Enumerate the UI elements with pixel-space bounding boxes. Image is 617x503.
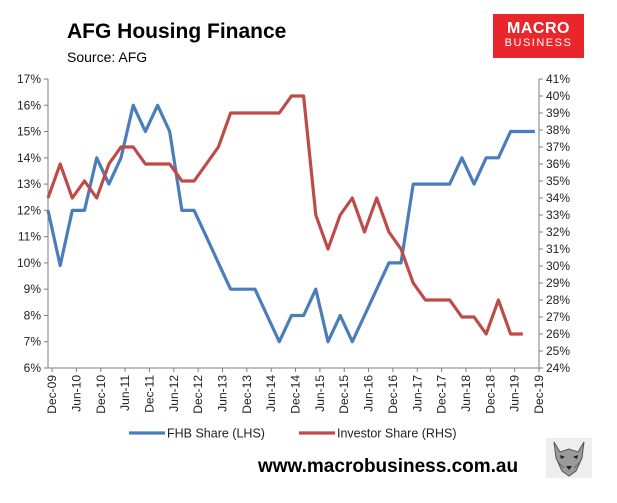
x-tick-label: Dec-18 [483,375,497,414]
left-tick-label: 9% [24,282,42,296]
fhb-share-line [46,103,535,344]
left-tick-label: 10% [17,256,41,270]
left-tick-label: 6% [24,361,42,375]
x-tick-label: Dec-12 [191,375,205,414]
x-tick-label: Jun-17 [410,375,424,412]
right-tick-label: 30% [546,259,570,273]
right-tick-label: 24% [546,361,570,375]
x-tick-label: Dec-13 [240,375,254,414]
legend-label: Investor Share (RHS) [337,427,456,441]
right-tick-label: 33% [546,208,570,222]
x-tick-label: Dec-17 [435,375,449,414]
investor-share-line [46,94,523,336]
line-chart: 6% 7% 8% 9% 10% 11% 12% 13% 14% 15% 16% 17% 24% 25% 26… [17,72,570,441]
right-tick-label: 35% [546,174,570,188]
right-tick-label: 32% [546,225,570,239]
right-tick-label: 31% [546,242,570,256]
x-tick-label: Jun-13 [215,375,229,412]
right-tick-label: 25% [546,344,570,358]
x-tick-label: Jun-10 [69,375,83,412]
chart-title: AFG Housing Finance [67,20,287,43]
x-tick-label: Dec-15 [337,375,351,414]
website-url: www.macrobusiness.com.au [258,456,519,477]
x-tick-label: Dec-10 [94,375,108,414]
left-tick-label: 12% [17,203,41,217]
logo-line-2: BUSINESS [504,37,573,49]
wolf-logo-icon [546,438,592,478]
logo-line-1: MACRO [507,20,570,37]
x-tick-label: Dec-14 [289,375,303,414]
chart-subtitle: Source: AFG [67,49,148,65]
x-tick-label: Jun-12 [167,375,181,412]
chart-axes: 6% 7% 8% 9% 10% 11% 12% 13% 14% 15% 16% 17% 24% 25% 26… [17,72,570,414]
right-tick-label: 39% [546,106,570,120]
legend-fhb: FHB Share (LHS) [129,427,265,441]
left-tick-label: 13% [17,177,41,191]
x-tick-label: Dec-11 [142,375,156,413]
left-tick-label: 15% [17,125,41,139]
chart-legend: FHB Share (LHS) Investor Share (RHS) [129,427,456,441]
left-tick-label: 8% [24,308,42,322]
x-tick-label: Dec-19 [532,375,546,414]
right-tick-label: 34% [546,191,570,205]
x-tick-label: Dec-09 [45,375,59,414]
right-tick-label: 38% [546,123,570,137]
x-tick-label: Jun-14 [264,375,278,412]
right-tick-label: 26% [546,327,570,341]
left-tick-label: 17% [17,72,41,86]
legend-label: FHB Share (LHS) [167,427,265,441]
right-tick-label: 28% [546,293,570,307]
right-tick-label: 36% [546,157,570,171]
left-tick-label: 7% [24,335,42,349]
right-tick-label: 29% [546,276,570,290]
left-tick-label: 14% [17,151,41,165]
chart-series [46,94,535,344]
x-tick-label: Jun-11 [118,375,132,411]
x-tick-label: Jun-16 [362,375,376,412]
x-tick-label: Jun-15 [313,375,327,412]
legend-investor: Investor Share (RHS) [299,427,456,441]
right-tick-label: 40% [546,89,570,103]
right-tick-label: 27% [546,310,570,324]
left-tick-label: 11% [18,230,41,244]
x-tick-label: Jun-19 [508,375,522,412]
macrobusiness-logo: MACRO BUSINESS [493,14,584,58]
right-tick-label: 37% [546,140,570,154]
x-tick-label: Dec-16 [386,375,400,414]
left-tick-label: 16% [17,98,41,112]
right-tick-label: 41% [546,72,570,86]
x-tick-label: Jun-18 [459,375,473,412]
